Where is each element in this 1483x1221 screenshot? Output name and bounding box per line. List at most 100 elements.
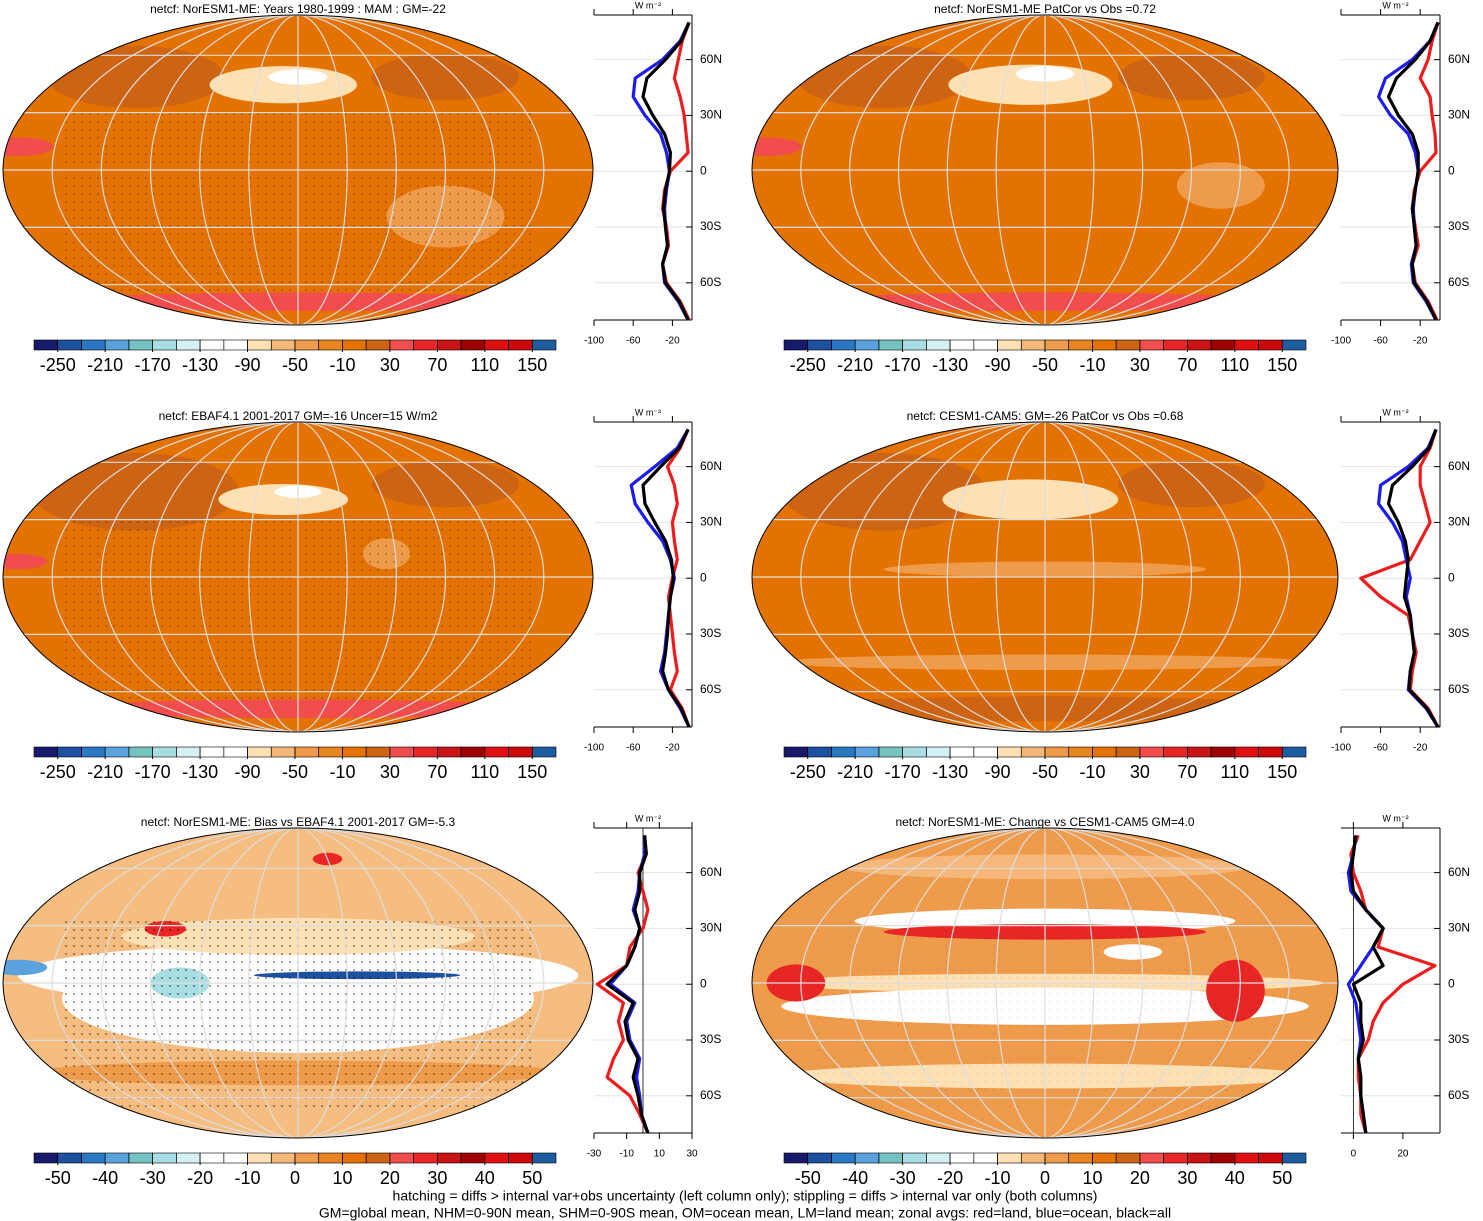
map [752,15,1338,325]
colorbar-label: 110 [1220,355,1249,375]
colorbar-box [1210,1152,1236,1164]
axis-unit: W m⁻² [1382,813,1408,823]
y-tick-label: 60S [1448,1088,1469,1102]
zonal-line [595,835,650,1134]
colorbar-box [247,339,272,351]
colorbar-box [484,746,509,758]
colorbar-box [854,1152,880,1164]
y-tick-label: 30S [700,219,721,233]
colorbar-box [33,339,59,351]
map-outline [751,421,1339,733]
panel: netcf: NorESM1-ME: Bias vs EBAF4.1 2001-… [2,813,722,1188]
colorbar-box [365,339,391,351]
colorbar-label: -50 [282,762,308,782]
colorbar-box [223,339,248,351]
colorbar-label: -130 [182,762,218,782]
colorbar-box [902,339,927,351]
colorbar-box [152,1152,177,1164]
zonal-line [605,835,650,1134]
colorbar-label: -210 [837,355,873,375]
colorbar-label: 70 [427,355,447,375]
colorbar-label: -20 [187,1168,213,1188]
colorbar-label: -30 [140,1168,166,1188]
colorbar-label: 30 [427,1168,447,1188]
colorbar-box [81,1152,106,1164]
x-tick-label: -60 [1373,336,1388,347]
colorbar-box [1258,746,1283,758]
y-tick-label: 30S [1448,626,1469,640]
colorbar-box [926,746,951,758]
colorbar-box [949,1152,975,1164]
colorbar-label: -40 [92,1168,118,1188]
colorbar-box [128,1152,153,1164]
x-tick-label: -60 [626,336,641,347]
map-field [1118,460,1265,508]
map-outline [751,827,1339,1139]
panel: netcf: NorESM1-ME: Change vs CESM1-CAM5 … [751,813,1470,1188]
panel-title: netcf: NorESM1-ME PatCor vs Obs =0.72 [934,2,1156,16]
colorbar-box [484,1152,509,1164]
y-tick-label: 60N [700,865,722,879]
y-tick-label: 0 [700,163,707,177]
colorbar-box [1068,1152,1093,1164]
colorbar-label: 150 [1267,355,1297,375]
colorbar-box [128,746,153,758]
colorbar-box [81,746,106,758]
colorbar-box [1210,746,1236,758]
x-tick-label: -100 [1331,743,1351,754]
x-tick-label: 10 [654,1149,666,1160]
colorbar-box [531,1152,557,1164]
y-tick-label: 30N [1448,108,1470,122]
colorbar-box [1281,746,1307,758]
y-tick-label: 60N [1448,52,1470,66]
x-tick-label: 30 [686,1149,698,1160]
zonal-line [641,428,691,728]
colorbar-label: -50 [1032,355,1058,375]
colorbar-label: -210 [87,762,123,782]
colorbar-box [1234,339,1259,351]
colorbar-box [1210,339,1236,351]
axis-unit: W m⁻² [1382,407,1408,417]
note: hatching = diffs > internal var+obs unce… [393,1188,1098,1204]
colorbar-box [807,746,832,758]
y-tick-label: 30N [700,515,722,529]
colorbar-box [152,339,177,351]
map-outline [2,421,594,733]
colorbar-label: -170 [135,762,171,782]
colorbar-label: -250 [790,355,826,375]
colorbar-label: -90 [985,355,1011,375]
x-tick-label: 20 [1397,1149,1409,1160]
colorbar-label: -50 [45,1168,71,1188]
colorbar-box [1258,1152,1283,1164]
y-tick-label: 0 [1448,163,1455,177]
colorbar-box [949,339,975,351]
colorbar-label: 150 [1267,762,1297,782]
colorbar-box [247,746,272,758]
colorbar-box [1020,1152,1046,1164]
map-outline [751,14,1339,326]
colorbar-box [460,339,486,351]
y-tick-label: 60S [1448,275,1469,289]
colorbar-box [342,1152,367,1164]
colorbar-box [389,746,414,758]
zonal-line [641,21,691,321]
colorbar-label: -40 [842,1168,868,1188]
y-tick-label: 60S [700,275,721,289]
colorbar-label: 150 [517,762,547,782]
colorbar-label: -130 [182,355,218,375]
colorbar-box [437,746,462,758]
colorbar-label: -90 [985,762,1011,782]
panel-title: netcf: NorESM1-ME: Change vs CESM1-CAM5 … [895,815,1194,829]
y-tick-label: 30S [700,1032,721,1046]
x-tick-label: -60 [1373,743,1388,754]
colorbar-label: 50 [522,1168,542,1188]
colorbar-box [389,339,414,351]
colorbar-box [807,339,832,351]
y-tick-label: 30N [700,921,722,935]
zonal-line [1349,835,1385,1134]
map [752,422,1338,732]
colorbar-label: -210 [87,355,123,375]
colorbar-box [508,746,533,758]
colorbar-label: -170 [885,355,921,375]
colorbar-box [1187,339,1212,351]
